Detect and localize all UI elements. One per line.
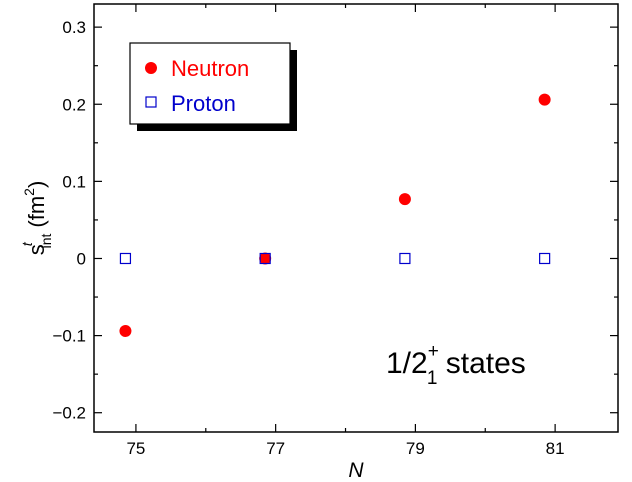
x-tick-label: 81 [546,439,565,458]
legend-proton-label: Proton [171,91,236,116]
y-tick-label: 0 [77,249,86,268]
annotation-superscript: + [428,341,439,362]
y-axis-title-unit-open: (fm [24,196,49,228]
y-tick-label: 0.1 [62,172,86,191]
y-tick-label: 0.2 [62,95,86,114]
y-tick-label: −0.1 [52,327,86,346]
x-tick-label: 79 [406,439,425,458]
x-axis-title: N [348,459,364,482]
axis-tick-labels: 75 77 79 81 −0.2 −0.1 0 0.1 0.2 0.3 [52,18,564,458]
proton-point [119,252,132,265]
legend-neutron-marker [145,62,157,74]
legend-box [129,42,291,125]
axis-ticks [94,4,618,432]
annotation-subscript: 1 [427,368,438,389]
legend: Neutron Proton [129,42,297,131]
y-axis-title-base: s [24,244,49,255]
x-tick-label: 75 [126,439,145,458]
proton-point [399,252,411,265]
annotation-tail: states [437,347,525,380]
y-tick-label: 0.3 [62,18,86,37]
neutron-point [119,324,132,337]
y-axis-title-unit-close: ) [24,181,49,188]
state-annotation: 1/2+ 1 states [386,341,526,389]
neutron-point [259,252,272,265]
y-axis-title-text: st int (fm2) [19,181,54,256]
y-axis-title: st int (fm2) [19,181,54,256]
neutron-point [538,93,551,106]
neutron-point [398,193,411,206]
legend-proton-marker [145,96,157,108]
annotation-main: 1/2 [386,347,428,380]
plot-frame [93,3,619,433]
proton-point [259,252,271,265]
y-axis-title-superscript: t [19,241,35,246]
y-tick-label: −0.2 [52,404,86,423]
y-axis-title-subscript: int [38,234,54,249]
legend-neutron-label: Neutron [171,56,249,81]
y-axis-title-unit-sup: 2 [21,188,37,196]
x-tick-label: 77 [266,439,285,458]
proton-point [539,252,551,265]
data-points [119,93,551,337]
